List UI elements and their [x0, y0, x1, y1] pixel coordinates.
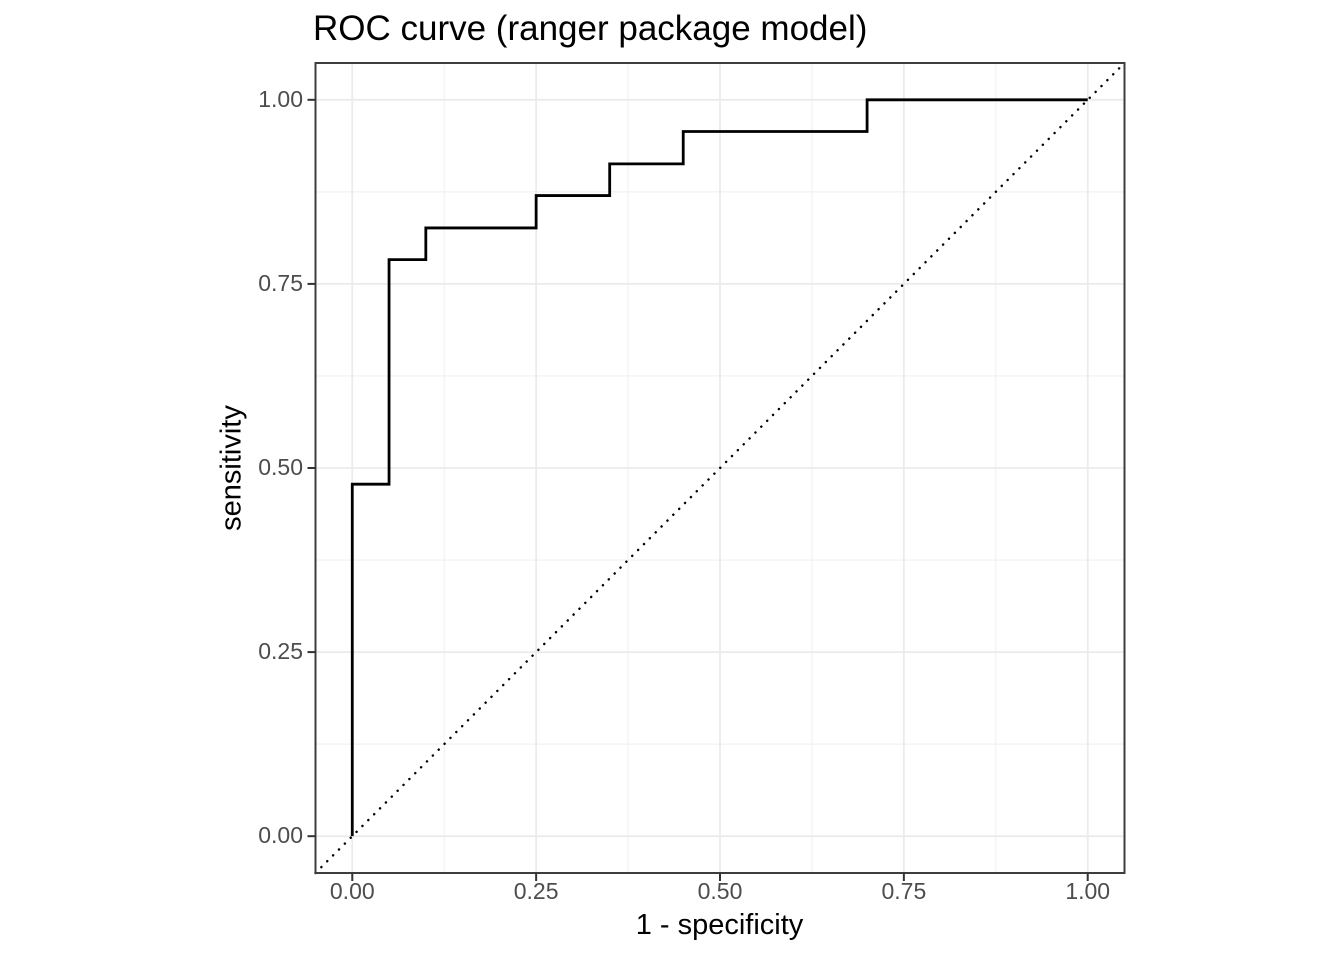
axis-tick-marks [307, 98, 1089, 881]
roc-curve-line [350, 98, 1088, 837]
x-axis-title: 1 - specificity [635, 909, 804, 941]
chance-diagonal-line [314, 61, 1126, 875]
plot-title: ROC curve (ranger package model) [313, 9, 868, 48]
